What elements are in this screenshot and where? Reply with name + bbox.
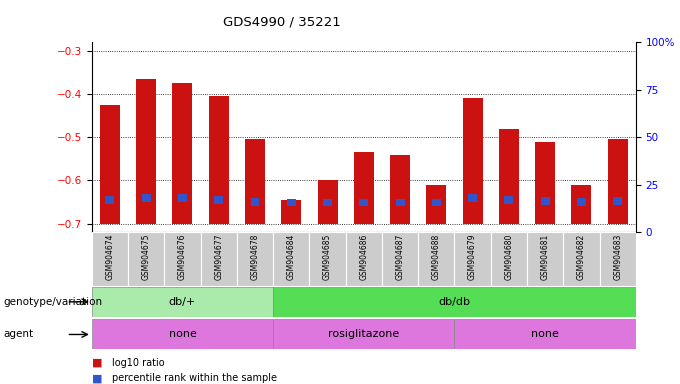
Bar xyxy=(541,197,549,205)
Text: GSM904682: GSM904682 xyxy=(577,234,586,280)
Text: GSM904683: GSM904683 xyxy=(613,234,622,280)
Bar xyxy=(577,198,586,205)
Bar xyxy=(390,155,410,223)
Bar xyxy=(201,232,237,286)
Bar xyxy=(359,199,369,207)
Text: GSM904687: GSM904687 xyxy=(396,234,405,280)
Bar xyxy=(92,287,273,317)
Bar xyxy=(173,83,192,223)
Bar xyxy=(571,185,592,223)
Text: GSM904684: GSM904684 xyxy=(287,234,296,280)
Text: ■: ■ xyxy=(92,358,102,368)
Bar xyxy=(273,232,309,286)
Bar xyxy=(128,232,165,286)
Bar xyxy=(454,319,636,349)
Text: db/db: db/db xyxy=(439,297,471,307)
Bar xyxy=(273,319,454,349)
Bar xyxy=(245,139,265,223)
Text: GSM904681: GSM904681 xyxy=(541,234,549,280)
Bar xyxy=(141,194,151,202)
Text: GSM904679: GSM904679 xyxy=(468,234,477,280)
Bar xyxy=(273,287,636,317)
Bar xyxy=(354,152,374,223)
Bar xyxy=(165,232,201,286)
Bar xyxy=(287,199,296,207)
Bar xyxy=(600,232,636,286)
Bar xyxy=(563,232,600,286)
Bar xyxy=(92,232,128,286)
Bar xyxy=(105,197,114,204)
Bar xyxy=(505,197,513,204)
Text: log10 ratio: log10 ratio xyxy=(112,358,165,368)
Bar xyxy=(136,79,156,223)
Bar xyxy=(535,142,555,223)
Text: GSM904676: GSM904676 xyxy=(178,234,187,280)
Bar xyxy=(323,199,332,207)
Bar xyxy=(426,185,446,223)
Text: GSM904675: GSM904675 xyxy=(141,234,151,280)
Text: GSM904688: GSM904688 xyxy=(432,234,441,280)
Bar xyxy=(462,98,483,223)
Bar xyxy=(92,319,273,349)
Text: GSM904685: GSM904685 xyxy=(323,234,332,280)
Bar xyxy=(209,96,228,223)
Bar xyxy=(396,199,405,207)
Bar xyxy=(468,194,477,202)
Text: genotype/variation: genotype/variation xyxy=(3,297,103,307)
Text: rosiglitazone: rosiglitazone xyxy=(328,329,399,339)
Text: percentile rank within the sample: percentile rank within the sample xyxy=(112,373,277,383)
Text: none: none xyxy=(531,329,559,339)
Text: agent: agent xyxy=(3,329,33,339)
Bar xyxy=(499,129,519,223)
Bar xyxy=(250,198,260,205)
Bar xyxy=(318,180,337,223)
Bar xyxy=(345,232,382,286)
Text: GSM904674: GSM904674 xyxy=(105,234,114,280)
Bar xyxy=(282,200,301,223)
Bar xyxy=(178,194,187,202)
Text: GSM904678: GSM904678 xyxy=(250,234,260,280)
Bar xyxy=(432,199,441,207)
Bar xyxy=(237,232,273,286)
Text: GSM904686: GSM904686 xyxy=(359,234,369,280)
Text: GSM904677: GSM904677 xyxy=(214,234,223,280)
Text: db/+: db/+ xyxy=(169,297,196,307)
Bar xyxy=(608,139,628,223)
Bar xyxy=(214,197,223,204)
Bar xyxy=(418,232,454,286)
Bar xyxy=(309,232,345,286)
Text: GDS4990 / 35221: GDS4990 / 35221 xyxy=(223,15,341,28)
Bar xyxy=(382,232,418,286)
Bar xyxy=(527,232,563,286)
Text: GSM904680: GSM904680 xyxy=(505,234,513,280)
Text: ■: ■ xyxy=(92,373,102,383)
Text: none: none xyxy=(169,329,197,339)
Bar xyxy=(454,232,491,286)
Bar xyxy=(100,105,120,223)
Bar xyxy=(613,197,622,205)
Bar xyxy=(491,232,527,286)
